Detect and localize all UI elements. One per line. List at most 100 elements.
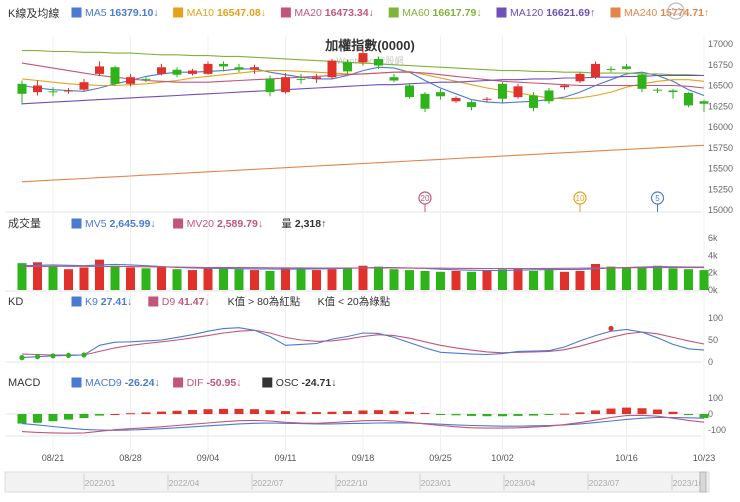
legend-swatch-mv20 <box>173 218 184 229</box>
legend-swatch-mv5 <box>71 218 82 229</box>
candle-body <box>203 63 213 74</box>
candle-body <box>653 89 662 91</box>
x-tick-label: 10/16 <box>615 453 638 463</box>
kd-dot <box>19 355 25 361</box>
candle-body <box>33 85 42 93</box>
legend-mv20: MV20 2,589.79↓ <box>187 218 263 230</box>
overview-navigator[interactable] <box>4 471 710 493</box>
overview-label: 2022/10 <box>337 478 368 488</box>
candle-body <box>250 67 259 70</box>
volume-bar <box>544 270 554 290</box>
x-axis: 08/21 08/28 09/04 09/11 09/18 09/25 10/02 10/16… <box>42 453 716 463</box>
kd-dot <box>65 352 72 358</box>
marker-circle <box>650 191 665 205</box>
volume-bar <box>219 267 228 290</box>
candle-body <box>389 77 399 81</box>
candle-body <box>467 102 476 108</box>
volume-bar <box>234 269 244 290</box>
osc-bar <box>343 411 352 414</box>
candle-body <box>141 78 151 80</box>
kd-tick: 100 <box>708 313 723 323</box>
osc-bar <box>668 411 678 414</box>
candle-body <box>591 63 600 78</box>
volume-bar <box>637 266 647 290</box>
overview-label: 2022/01 <box>85 478 116 488</box>
candle-body <box>405 85 414 98</box>
volume-bar <box>374 266 383 290</box>
volume-bar <box>529 270 538 290</box>
x-tick-label: 08/21 <box>42 453 65 463</box>
legend-swatch-ma240 <box>610 7 621 18</box>
candle-body <box>95 66 104 74</box>
candle-body <box>64 90 73 92</box>
kd-panel-label: KD <box>8 296 23 308</box>
volume-bar <box>250 270 259 290</box>
kd-lines <box>19 325 705 361</box>
legend-k9: K9 27.41↓ <box>85 296 132 308</box>
candle-body <box>668 90 678 93</box>
osc-bar <box>467 414 476 416</box>
osc-bar <box>498 414 507 417</box>
volume-bar <box>482 270 492 290</box>
volume-bar <box>141 268 151 290</box>
osc-bar <box>64 414 73 420</box>
legend-ma5: MA5 16379.10↓ <box>85 7 159 19</box>
osc-bar <box>575 412 585 414</box>
osc-bar <box>482 414 492 417</box>
chart-title: 加權指數(0000) <box>324 38 415 53</box>
marker-label: 10 <box>576 194 585 203</box>
ma-line-ma20 <box>21 62 705 89</box>
x-tick-label: 09/25 <box>429 453 452 463</box>
volume-bar <box>420 270 430 290</box>
volume-bar <box>188 270 197 290</box>
volume-bar <box>312 270 321 290</box>
volume-bar <box>110 265 120 290</box>
kd-d-line <box>21 329 705 356</box>
kd-tick: 0 <box>708 357 713 367</box>
ma-line-ma120 <box>21 74 704 105</box>
legend-swatch-osc <box>262 377 273 388</box>
volume-bar <box>467 271 476 290</box>
volume-bar <box>172 269 182 290</box>
marker-label: 5 <box>655 194 660 203</box>
marker-circle <box>573 191 587 205</box>
osc-bar <box>141 412 151 414</box>
volume-bar <box>281 267 290 290</box>
price-tick: 16500 <box>708 81 733 91</box>
volume-bar <box>17 263 27 290</box>
osc-bar <box>358 410 368 414</box>
chart-watermark: WantGoo 玩股網 <box>336 55 403 66</box>
price-legend: MA5 16379.10↓ MA10 16547.08↓ MA20 16473.34… <box>71 7 709 19</box>
overview-label: 2023/01 <box>421 478 452 488</box>
osc-bar <box>17 414 27 424</box>
volume-bar <box>606 266 616 290</box>
osc-bar <box>157 411 166 414</box>
osc-bar <box>374 410 383 414</box>
x-tick-label: 08/28 <box>119 453 142 463</box>
volume-bar <box>265 270 275 290</box>
wantgoo-logo-icon <box>667 2 685 20</box>
volume-bar <box>436 271 445 290</box>
candle-body <box>544 90 554 102</box>
volume-bars <box>17 259 709 290</box>
macd-tick: -100 <box>708 425 726 435</box>
osc-bar <box>653 409 662 414</box>
volume-bar <box>575 270 585 290</box>
osc-bar <box>637 408 647 414</box>
overview-handle[interactable] <box>699 471 707 493</box>
volume-tick: 0k <box>708 285 718 295</box>
volume-bar <box>389 269 399 290</box>
legend-ma240: MA240 15774.71↑ <box>624 7 709 19</box>
volume-mv20-line <box>21 265 704 270</box>
price-tick: 16750 <box>708 60 733 70</box>
volume-bar <box>653 265 662 290</box>
candle-body <box>172 69 182 75</box>
candle-body <box>296 78 306 80</box>
volume-bar <box>699 270 709 290</box>
osc-bar <box>529 414 538 416</box>
osc-bar <box>451 414 461 416</box>
ma-markers: 20 10 5 <box>418 191 665 212</box>
candle-body <box>358 53 368 63</box>
